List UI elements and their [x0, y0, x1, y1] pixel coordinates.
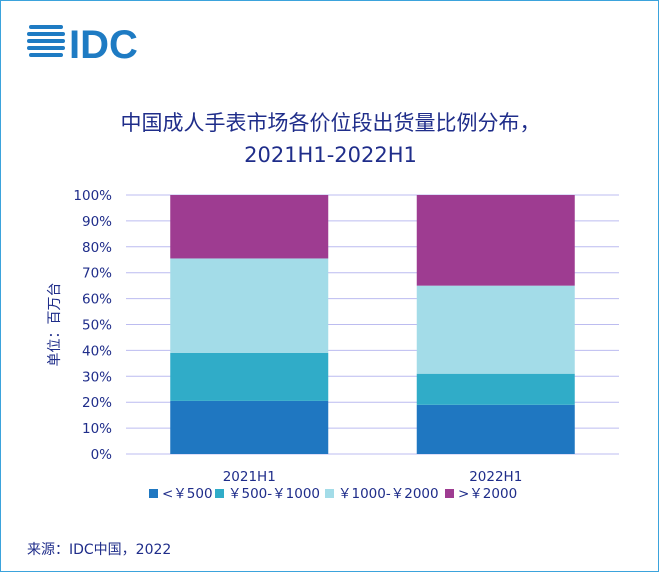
y-tick-label: 10%	[82, 421, 112, 437]
legend-label: <￥500	[162, 486, 213, 502]
y-tick-label: 50%	[82, 318, 112, 334]
y-tick-label: 30%	[82, 369, 112, 385]
bar-segment	[170, 195, 329, 259]
chart-title: 中国成人手表市场各价位段出货量比例分布，	[120, 111, 541, 135]
bar-segment	[416, 373, 575, 405]
legend-label: ￥500-￥1000	[228, 486, 320, 502]
logo-text: IDC	[69, 23, 138, 65]
legend-label: ￥1000-￥2000	[338, 486, 439, 502]
bar-segment	[170, 400, 329, 454]
globe-icon	[27, 25, 65, 57]
legend-swatch	[445, 489, 454, 498]
y-axis-label: 单位：百万台	[47, 283, 63, 367]
y-tick-label: 20%	[82, 395, 112, 411]
y-tick-label: 60%	[82, 292, 112, 308]
chart-subtitle: 2021H1-2022H1	[244, 143, 417, 167]
bar-segment	[170, 352, 329, 401]
x-tick-label: 2022H1	[469, 469, 522, 485]
y-tick-label: 70%	[82, 266, 112, 282]
legend-swatch	[325, 489, 334, 498]
y-tick-label: 0%	[91, 447, 113, 463]
idc-logo: IDC	[27, 23, 138, 65]
bar-segment	[416, 285, 575, 374]
x-tick-label: 2021H1	[223, 469, 276, 485]
chart-title-block: 中国成人手表市场各价位段出货量比例分布， 2021H1-2022H1	[1, 107, 659, 171]
legend-swatch	[215, 489, 224, 498]
y-tick-label: 100%	[73, 188, 112, 204]
bar-segment	[416, 195, 575, 286]
y-tick-label: 40%	[82, 343, 112, 359]
source-note: 来源：IDC中国，2022	[27, 542, 172, 558]
bar-segment	[416, 404, 575, 454]
legend-label: >￥2000	[458, 486, 517, 502]
y-tick-label: 90%	[82, 214, 112, 230]
bar-segment	[170, 258, 329, 353]
legend-swatch	[149, 489, 158, 498]
y-tick-label: 80%	[82, 240, 112, 256]
